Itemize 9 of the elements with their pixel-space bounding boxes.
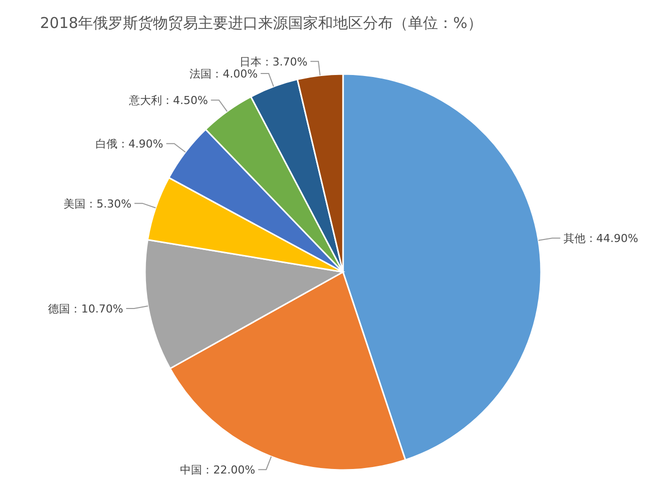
slice-label: 日本：3.70% (239, 55, 308, 68)
chart-title: 2018年俄罗斯货物贸易主要进口来源国家和地区分布（单位：%） (40, 14, 482, 32)
slice-label: 美国：5.30% (63, 197, 132, 210)
slice-label: 其他：44.90% (563, 232, 638, 246)
slice-label: 德国：10.70% (48, 302, 124, 316)
slice-label: 中国：22.00% (180, 464, 256, 477)
slice-label: 法国：4.00% (190, 67, 258, 80)
slice-label: 白俄：4.90% (95, 138, 164, 151)
slice-label: 意大利：4.50% (128, 94, 208, 108)
